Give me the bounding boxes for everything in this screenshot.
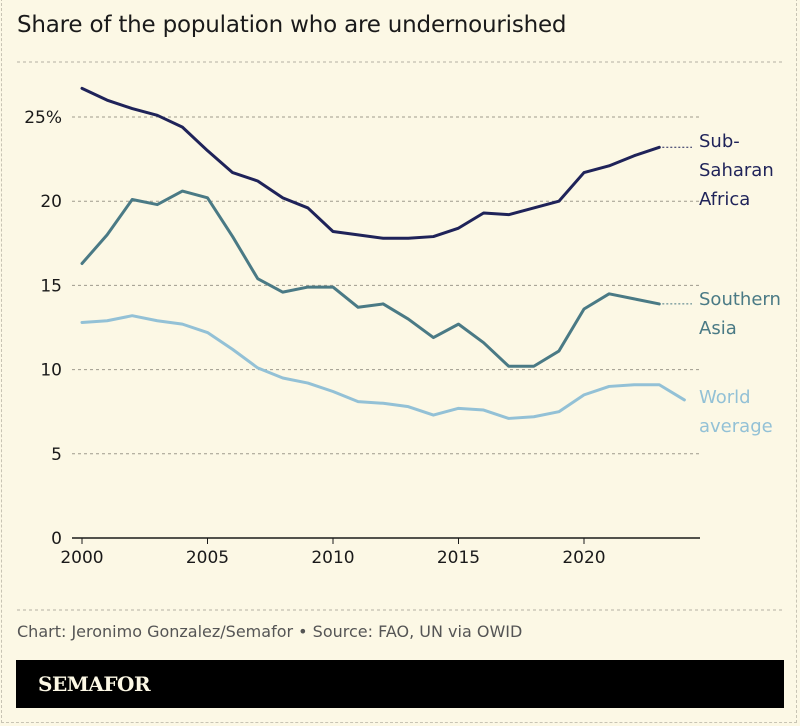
semafor-logo: SEMAFOR [38,672,151,696]
x-tick-label: 2020 [562,548,605,568]
y-tick-label: 10 [40,361,62,381]
line-chart: 0 5 10 15 20 25% 2000 2005 2010 2015 2020 Sub- Sahar… [17,61,782,611]
x-tick-label: 2010 [311,548,354,568]
y-tick-label: 15 [40,276,62,296]
y-tick-label: 20 [40,192,62,212]
series-line [80,86,661,240]
series-line [80,189,661,368]
x-tick-label: 2000 [60,548,103,568]
series-label: Southern [699,289,781,310]
series-label: Asia [699,318,737,339]
chart-title: Share of the population who are undernou… [17,12,567,38]
y-tick-label: 25% [24,108,62,128]
series-label: Sub- [699,131,740,152]
x-tick-label: 2005 [186,548,229,568]
series-label: average [699,416,773,437]
y-tick-label: 5 [51,445,62,465]
series-label: World [699,387,751,408]
series-line [80,314,686,420]
source-note: Chart: Jeronimo Gonzalez/Semafor • Sourc… [17,622,523,641]
series-label: Africa [699,189,750,210]
footer-bar: SEMAFOR [16,660,784,708]
x-tick-label: 2015 [437,548,480,568]
series-label: Saharan [699,160,774,181]
y-tick-label: 0 [51,529,62,549]
